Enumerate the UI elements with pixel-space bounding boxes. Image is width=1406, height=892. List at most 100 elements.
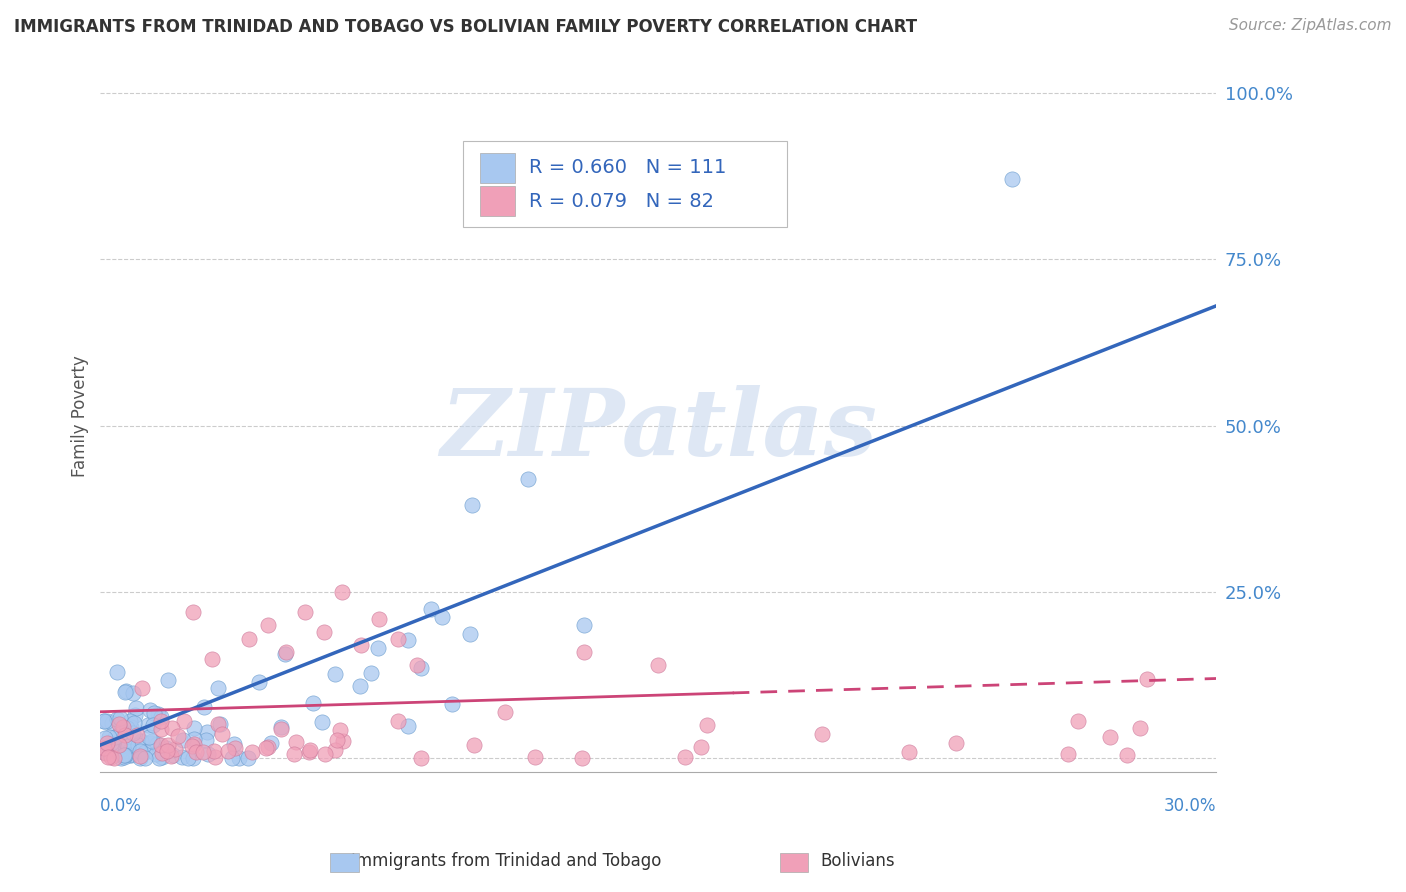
Point	[1067, 714, 1090, 729]
Point	[463, 739, 485, 753]
Point	[696, 717, 718, 731]
Point	[898, 746, 921, 760]
Point	[120, 748, 142, 763]
Point	[314, 747, 336, 761]
Point	[170, 749, 193, 764]
Point	[523, 749, 546, 764]
Point	[283, 747, 305, 762]
Point	[297, 745, 319, 759]
Point	[224, 740, 246, 755]
Point	[183, 737, 205, 751]
Point	[104, 730, 127, 744]
Point	[195, 733, 218, 747]
Point	[98, 730, 121, 744]
Point	[93, 714, 115, 729]
Point	[430, 609, 453, 624]
Point	[100, 749, 122, 764]
Point	[571, 750, 593, 764]
Point	[197, 747, 219, 761]
Point	[193, 745, 215, 759]
Point	[108, 738, 131, 752]
Point	[256, 739, 278, 754]
Point	[93, 746, 115, 760]
Point	[146, 737, 169, 751]
Point	[97, 750, 120, 764]
Point	[180, 739, 202, 754]
Point	[162, 747, 184, 762]
Point	[93, 745, 115, 759]
Point	[127, 739, 149, 753]
Point	[146, 707, 169, 722]
Point	[160, 722, 183, 736]
Point	[131, 734, 153, 748]
Point	[96, 736, 118, 750]
Point	[93, 742, 115, 756]
Text: 30.0%: 30.0%	[1164, 797, 1216, 814]
Point	[101, 716, 124, 731]
Point	[93, 743, 115, 757]
Point	[330, 585, 353, 599]
Point	[323, 666, 346, 681]
Point	[396, 719, 419, 733]
Text: ZIPatlas: ZIPatlas	[440, 384, 877, 475]
Point	[494, 705, 516, 719]
Point	[156, 673, 179, 688]
Point	[115, 738, 138, 752]
Point	[128, 749, 150, 764]
Point	[134, 745, 156, 759]
Point	[238, 632, 260, 646]
Point	[110, 726, 132, 740]
Text: R = 0.660   N = 111: R = 0.660 N = 111	[529, 159, 727, 178]
Point	[207, 717, 229, 731]
Point	[1098, 731, 1121, 745]
Point	[142, 706, 165, 720]
Point	[1056, 747, 1078, 762]
Point	[115, 683, 138, 698]
Point	[186, 745, 208, 759]
Point	[156, 744, 179, 758]
Point	[114, 685, 136, 699]
Point	[93, 741, 115, 756]
Point	[117, 721, 139, 735]
Point	[285, 735, 308, 749]
FancyBboxPatch shape	[463, 142, 786, 227]
Point	[120, 714, 142, 729]
Point	[1129, 722, 1152, 736]
Point	[100, 736, 122, 750]
Point	[110, 751, 132, 765]
Point	[125, 700, 148, 714]
Point	[217, 743, 239, 757]
Point	[129, 744, 152, 758]
Point	[166, 730, 188, 744]
Point	[159, 748, 181, 763]
Point	[197, 725, 219, 739]
Point	[1136, 672, 1159, 686]
Point	[945, 736, 967, 750]
Point	[141, 718, 163, 732]
Point	[349, 679, 371, 693]
Point	[311, 715, 333, 730]
Point	[689, 740, 711, 755]
Point	[124, 708, 146, 723]
Point	[276, 645, 298, 659]
FancyBboxPatch shape	[479, 186, 516, 216]
Point	[270, 720, 292, 734]
Point	[260, 736, 283, 750]
Point	[1116, 747, 1139, 762]
Point	[1001, 172, 1024, 186]
Point	[150, 714, 173, 728]
Point	[110, 722, 132, 736]
Point	[420, 602, 443, 616]
Point	[360, 665, 382, 680]
Point	[387, 714, 409, 728]
Point	[111, 741, 134, 756]
Point	[131, 681, 153, 696]
Point	[294, 605, 316, 619]
Point	[221, 751, 243, 765]
Point	[810, 727, 832, 741]
Point	[409, 751, 432, 765]
Point	[114, 748, 136, 763]
FancyBboxPatch shape	[479, 153, 516, 183]
Point	[211, 726, 233, 740]
Text: Source: ZipAtlas.com: Source: ZipAtlas.com	[1229, 18, 1392, 33]
